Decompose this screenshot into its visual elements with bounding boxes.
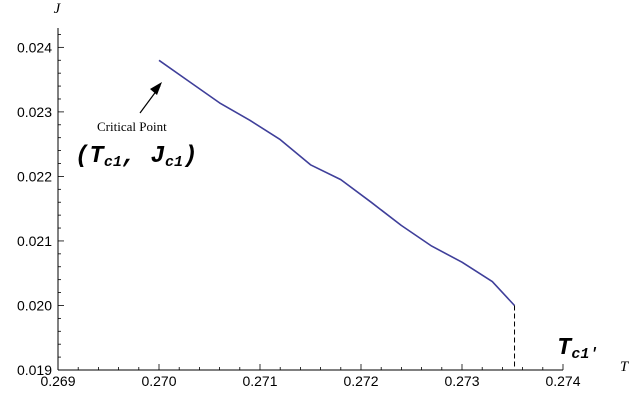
coord-j-sub: c1 (165, 154, 183, 171)
x-axis-label: T (620, 359, 629, 375)
y-axis-label: J (54, 1, 62, 17)
series-line (158, 59, 516, 307)
ticks: 0.269 0.270 0.271 0.272 0.273 0.274 0.019 0.020… (17, 34, 581, 389)
y-tick-label: 0.022 (17, 168, 52, 184)
x-tick-label: 0.270 (141, 373, 176, 389)
y-tick-label: 0.020 (17, 297, 52, 313)
x-tick-label: 0.273 (444, 373, 479, 389)
x-tick-label: 0.272 (343, 373, 378, 389)
x-tick-label: 0.271 (242, 373, 277, 389)
tc1-prime-label: Tc1' (557, 335, 598, 363)
critical-point-coordinates: (Tc1, Jc1) (75, 143, 197, 171)
y-tick-label: 0.021 (17, 233, 52, 249)
series (158, 59, 516, 370)
x-tick-label: 0.274 (545, 373, 580, 389)
coord-close-paren: ) (183, 143, 197, 170)
critical-point-label: Critical Point (97, 119, 167, 134)
coord-sep: , (122, 143, 151, 170)
y-tick-label: 0.024 (17, 39, 52, 55)
critical-point-arrow-head (150, 82, 162, 95)
axes (57, 28, 563, 371)
y-tick-label: 0.019 (17, 362, 52, 378)
coord-t-sub: c1 (104, 154, 122, 171)
coord-t: T (89, 143, 105, 170)
x-tick-label: 0.269 (40, 373, 75, 389)
coord-open-paren: ( (75, 143, 89, 170)
tc1-t: T (557, 335, 573, 362)
y-tick-label: 0.023 (17, 104, 52, 120)
critical-point-annotation: Critical Point (Tc1, Jc1) (75, 82, 197, 171)
tc1-sub: c1' (571, 346, 598, 363)
coord-j: J (151, 143, 165, 170)
